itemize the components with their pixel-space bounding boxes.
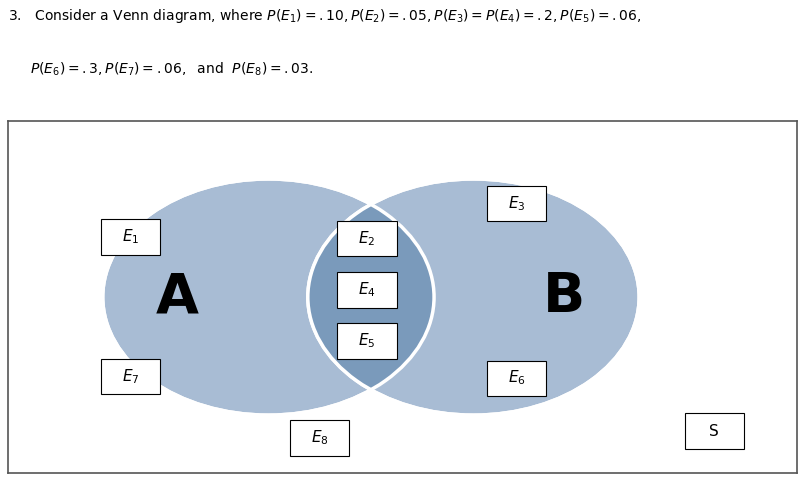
Ellipse shape xyxy=(308,179,639,415)
Text: B: B xyxy=(543,270,585,324)
FancyBboxPatch shape xyxy=(684,413,744,449)
FancyBboxPatch shape xyxy=(290,420,349,456)
FancyBboxPatch shape xyxy=(337,324,397,359)
Text: $E_{2}$: $E_{2}$ xyxy=(358,229,376,248)
FancyBboxPatch shape xyxy=(487,360,547,396)
FancyBboxPatch shape xyxy=(337,221,397,256)
Text: $E_{6}$: $E_{6}$ xyxy=(508,369,526,387)
Text: $E_{3}$: $E_{3}$ xyxy=(508,194,526,213)
Ellipse shape xyxy=(103,179,434,415)
Text: $E_{8}$: $E_{8}$ xyxy=(311,429,328,447)
Text: A: A xyxy=(156,270,199,324)
FancyBboxPatch shape xyxy=(487,186,547,221)
Text: $E_{4}$: $E_{4}$ xyxy=(358,281,376,299)
Text: $E_{7}$: $E_{7}$ xyxy=(122,367,139,386)
FancyBboxPatch shape xyxy=(101,359,160,394)
FancyBboxPatch shape xyxy=(337,272,397,308)
Ellipse shape xyxy=(308,179,639,415)
Text: $E_{1}$: $E_{1}$ xyxy=(122,228,139,246)
Text: $P(E_6) = .3, P(E_7) = .06,$  and  $P(E_8) = .03.$: $P(E_6) = .3, P(E_7) = .06,$ and $P(E_8)… xyxy=(8,60,313,78)
FancyBboxPatch shape xyxy=(101,219,160,255)
Text: 3.   Consider a Venn diagram, where $P(E_1) = .10, P(E_2) = .05, P(E_3) = P(E_4): 3. Consider a Venn diagram, where $P(E_1… xyxy=(8,7,642,25)
Text: S: S xyxy=(709,424,719,439)
Text: $E_{5}$: $E_{5}$ xyxy=(358,332,376,351)
